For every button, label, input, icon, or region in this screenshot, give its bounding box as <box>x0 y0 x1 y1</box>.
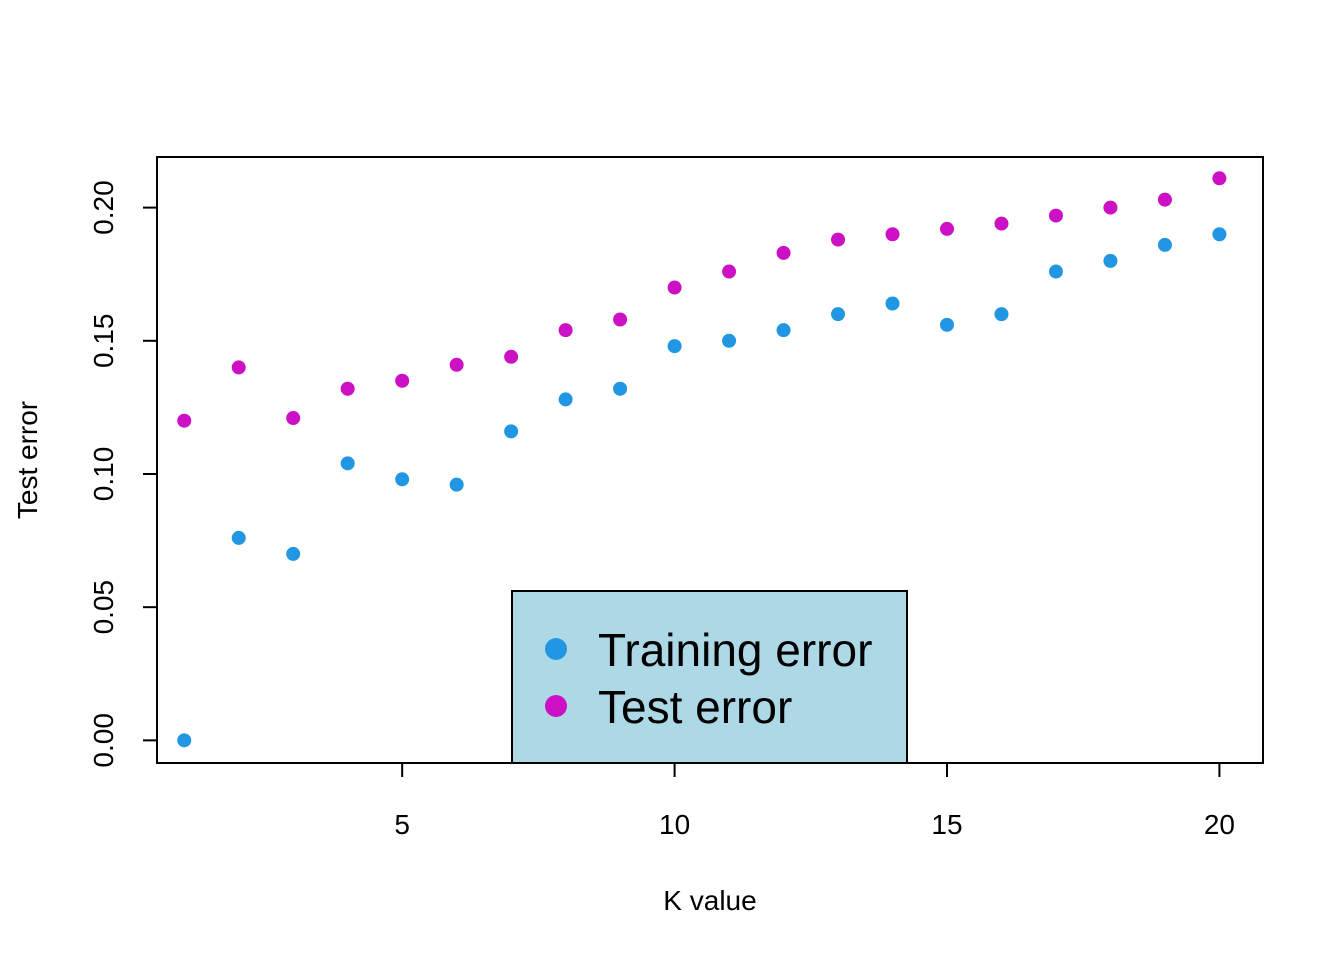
y-tick-label: 0.15 <box>88 314 119 369</box>
data-points <box>177 171 1227 748</box>
x-tick-label: 20 <box>1204 809 1235 840</box>
y-tick-label: 0.10 <box>88 447 119 502</box>
point-test-error <box>776 245 791 260</box>
legend-marker-training-error <box>545 638 567 660</box>
point-test-error <box>286 411 301 426</box>
point-training-error <box>504 424 519 439</box>
point-training-error <box>940 317 954 332</box>
point-test-error <box>831 232 846 247</box>
y-tick-label: 0.20 <box>88 180 119 235</box>
point-training-error <box>667 339 682 354</box>
point-training-error <box>1103 253 1118 268</box>
point-test-error <box>1048 208 1063 223</box>
y-tick-label: 0.05 <box>88 580 119 635</box>
point-test-error <box>177 413 192 428</box>
point-training-error <box>1157 237 1172 252</box>
point-test-error <box>1212 171 1227 186</box>
point-training-error <box>558 392 573 407</box>
point-test-error <box>667 280 682 295</box>
point-test-error <box>449 357 464 372</box>
y-axis-label: Test error <box>12 401 43 519</box>
point-test-error <box>1103 200 1118 215</box>
point-test-error <box>885 227 900 242</box>
point-training-error <box>177 733 192 748</box>
point-training-error <box>722 333 737 348</box>
x-tick-label: 15 <box>931 809 962 840</box>
point-training-error <box>994 307 1009 322</box>
y-axis: 0.00 0.05 0.10 0.15 0.20 <box>88 180 157 768</box>
y-tick-label: 0.00 <box>88 713 119 768</box>
point-training-error <box>449 477 464 492</box>
legend-label-test-error: Test error <box>598 681 792 733</box>
point-training-error <box>613 381 628 396</box>
x-tick-label: 10 <box>659 809 690 840</box>
point-test-error <box>504 349 519 364</box>
point-training-error <box>395 472 410 487</box>
point-test-error <box>613 312 628 327</box>
point-test-error <box>1157 192 1172 207</box>
point-test-error <box>340 381 355 396</box>
legend-label-training-error: Training error <box>598 624 872 676</box>
x-tick-label: 5 <box>394 809 410 840</box>
point-training-error <box>1212 227 1227 242</box>
legend: Training error Test error <box>511 590 908 764</box>
point-test-error <box>940 221 954 236</box>
point-test-error <box>395 373 410 388</box>
point-test-error <box>558 323 573 338</box>
legend-box <box>511 590 908 764</box>
point-training-error <box>885 296 900 311</box>
point-training-error <box>776 323 791 338</box>
x-axis-label: K value <box>663 885 756 916</box>
point-training-error <box>231 530 246 545</box>
point-training-error <box>340 456 355 471</box>
point-training-error <box>1048 264 1063 279</box>
point-training-error <box>286 546 301 561</box>
point-test-error <box>994 216 1009 231</box>
point-test-error <box>231 360 246 375</box>
legend-marker-test-error <box>545 695 567 717</box>
point-test-error <box>722 264 737 279</box>
x-axis: 5 10 15 20 <box>394 763 1235 840</box>
point-training-error <box>831 307 846 322</box>
